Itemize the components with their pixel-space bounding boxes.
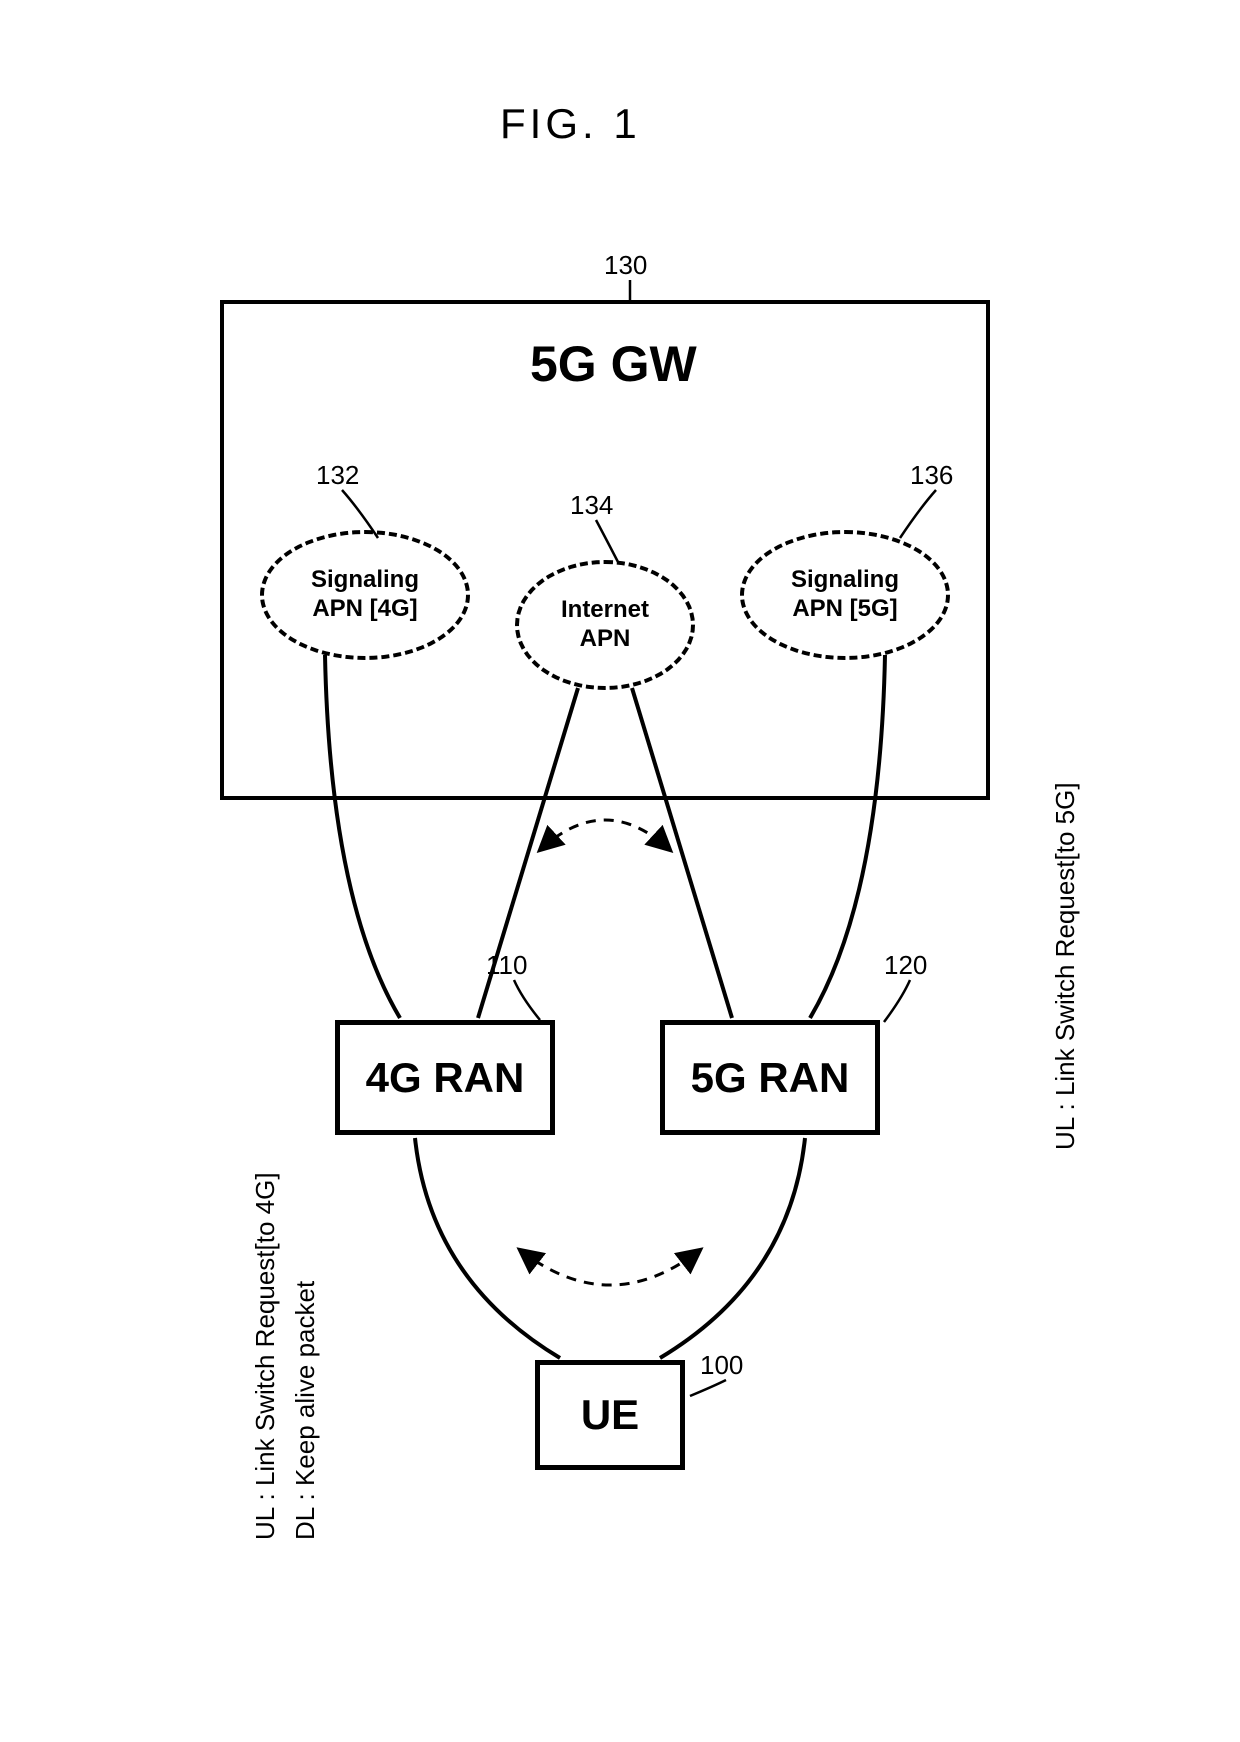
apn-sig4g-line0: Signaling <box>311 566 419 593</box>
apn-sig5g-line0: Signaling <box>791 566 899 593</box>
apn-sig4g: Signaling APN [4G] <box>260 530 470 660</box>
leader-4gran <box>514 980 540 1020</box>
apn-sig5g: Signaling APN [5G] <box>740 530 950 660</box>
apn-sig4g-line1: APN [4G] <box>312 595 417 622</box>
ran-5g: 5G RAN <box>660 1020 880 1135</box>
ran-4g: 4G RAN <box>335 1020 555 1135</box>
side-label-dl-keepalive: DL : Keep alive packet <box>290 1281 321 1540</box>
switch-arc-top <box>540 820 670 850</box>
apn-sig5g-label: Signaling APN [5G] <box>791 566 899 624</box>
figure-title: FIG. 1 <box>500 100 641 148</box>
apn-internet-line0: Internet <box>561 596 649 623</box>
leader-5gran <box>884 980 910 1022</box>
link-ue-4gran <box>415 1138 560 1358</box>
leader-ue <box>690 1380 726 1396</box>
apn-internet-line1: APN <box>580 625 631 652</box>
gw-title: 5G GW <box>530 335 697 393</box>
apn-internet-ref: 134 <box>570 490 613 521</box>
apn-sig5g-ref: 136 <box>910 460 953 491</box>
apn-internet-label: Internet APN <box>561 596 649 654</box>
ue-box: UE <box>535 1360 685 1470</box>
apn-sig4g-ref: 132 <box>316 460 359 491</box>
ue-ref: 100 <box>700 1350 743 1381</box>
side-label-ul-5g: UL : Link Switch Request[to 5G] <box>1050 782 1081 1150</box>
ran-5g-ref: 120 <box>884 950 927 981</box>
apn-sig5g-line1: APN [5G] <box>792 595 897 622</box>
ran-4g-ref: 110 <box>486 950 527 981</box>
gw-ref: 130 <box>604 250 647 281</box>
link-ue-5gran <box>660 1138 805 1358</box>
apn-internet: Internet APN <box>515 560 695 690</box>
switch-arc-bottom <box>520 1250 700 1285</box>
apn-sig4g-label: Signaling APN [4G] <box>311 566 419 624</box>
side-label-ul-4g: UL : Link Switch Request[to 4G] <box>250 1172 281 1540</box>
